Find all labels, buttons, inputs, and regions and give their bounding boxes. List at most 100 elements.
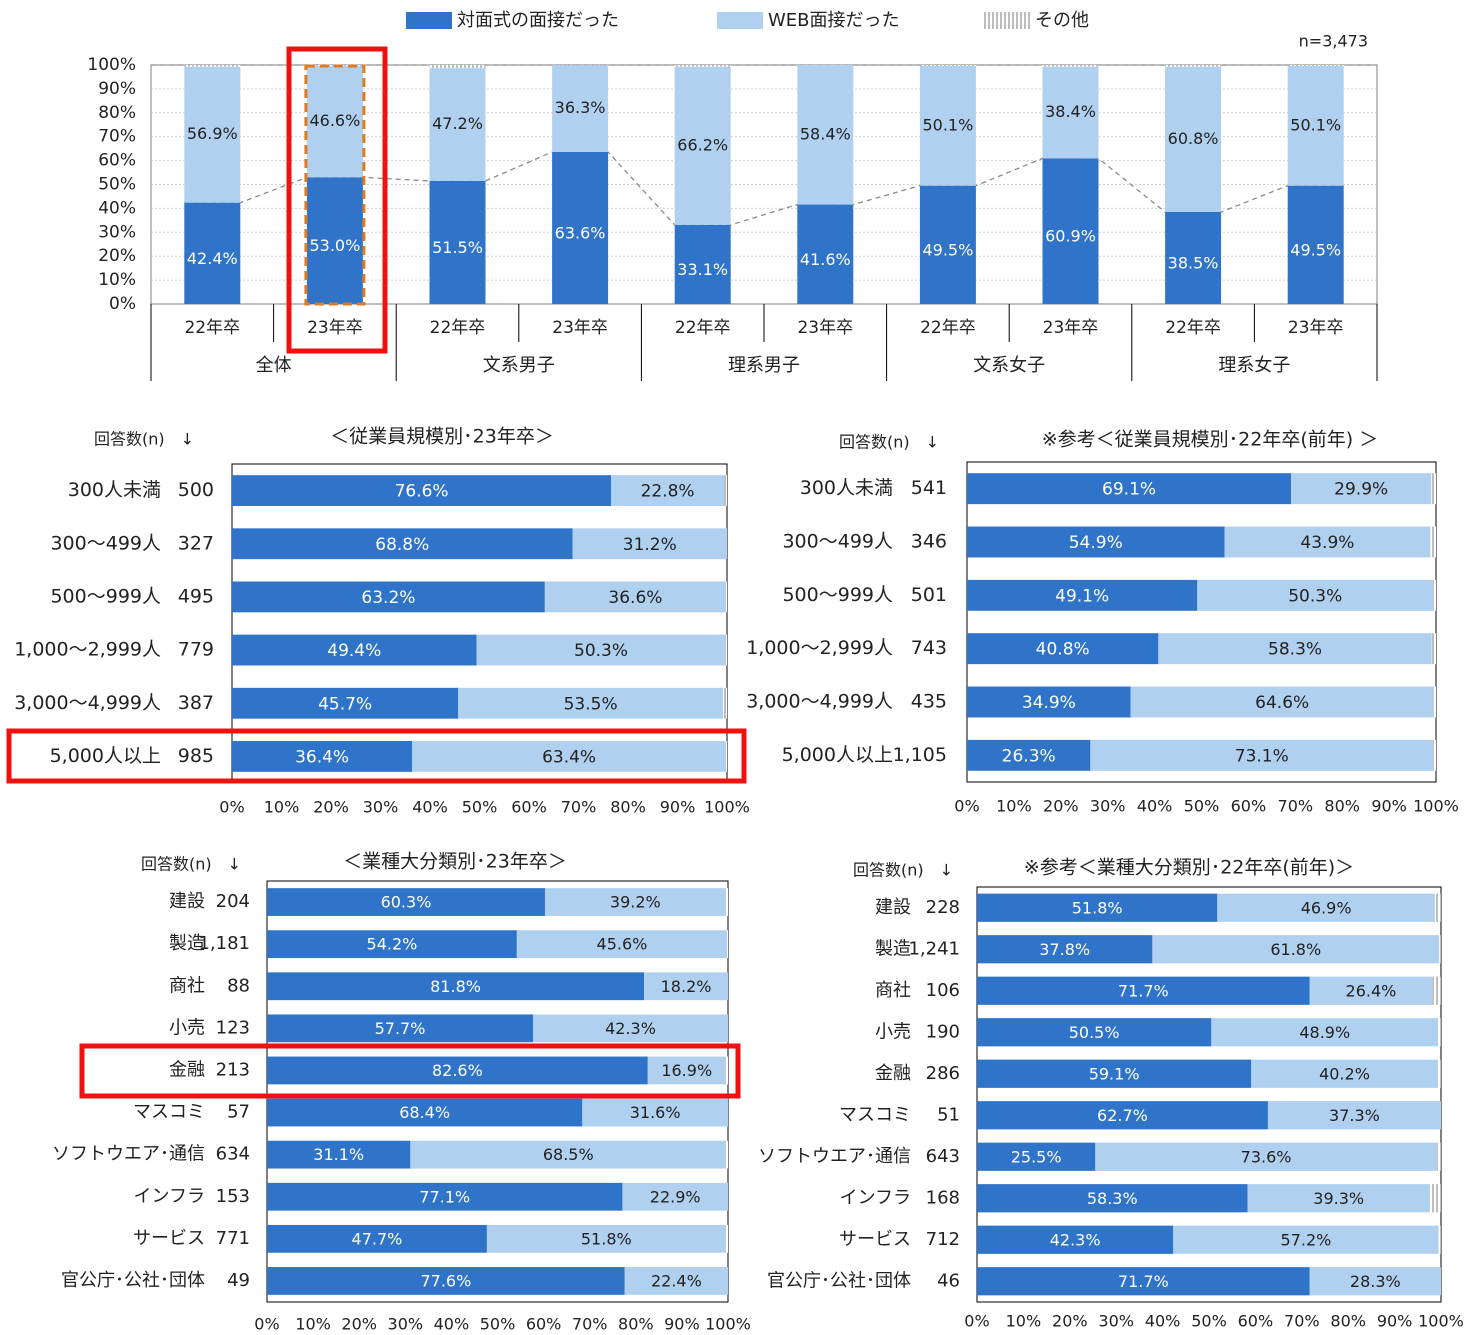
y-tick-label: 0% xyxy=(109,294,136,314)
bar-face xyxy=(977,1059,1252,1088)
bar-web xyxy=(544,888,726,916)
bar-web xyxy=(1291,473,1432,505)
category-label: 3,000～4,999人 xyxy=(14,692,161,714)
bar-web xyxy=(647,1056,726,1085)
category-label: マスコミ xyxy=(133,1102,205,1123)
x-tick-label: 90% xyxy=(664,1315,700,1334)
n-header: 回答数(n) ↓ xyxy=(853,861,953,880)
category-label: 5,000人以上 xyxy=(50,745,161,767)
bar-face xyxy=(1287,185,1344,304)
bar-other xyxy=(1434,893,1441,922)
data-label-web: 66.2% xyxy=(677,135,728,154)
bar-web xyxy=(1158,633,1432,665)
data-label-face: 54.9% xyxy=(1069,533,1123,553)
bar-other xyxy=(1439,935,1441,964)
data-label-face: 59.1% xyxy=(1089,1064,1140,1083)
bar-face xyxy=(267,1014,533,1043)
data-label-web: 64.6% xyxy=(1255,693,1309,713)
bar-other xyxy=(1430,526,1436,558)
highlight-dashed-box xyxy=(304,64,366,306)
bar-face xyxy=(306,177,363,304)
data-label-face: 45.7% xyxy=(318,694,372,714)
x-tick-label: 10% xyxy=(1006,1312,1042,1331)
category-label: 金融 xyxy=(875,1063,911,1084)
bar-face xyxy=(232,687,459,719)
category-label: 金融 xyxy=(169,1059,205,1080)
bar-web xyxy=(429,68,486,181)
data-label-face: 60.9% xyxy=(1045,227,1096,246)
bar-other xyxy=(1042,65,1099,67)
bar-other xyxy=(1165,65,1222,67)
bar-face xyxy=(967,526,1225,558)
category-label: 300～499人 xyxy=(50,532,161,554)
group-label: 文系男子 xyxy=(483,355,555,376)
bar-web xyxy=(1211,1018,1439,1047)
x-tick-label: 30% xyxy=(1098,1312,1134,1331)
data-label-web: 60.8% xyxy=(1168,129,1219,148)
x-tick-label: 50% xyxy=(462,798,498,817)
bar-web xyxy=(532,1014,728,1043)
bar-face xyxy=(977,893,1218,922)
n-value: 213 xyxy=(216,1059,250,1080)
data-label-face: 77.6% xyxy=(420,1271,471,1290)
bar-web xyxy=(1130,686,1434,718)
data-label-face: 37.8% xyxy=(1039,940,1090,959)
data-label-web: 28.3% xyxy=(1350,1272,1401,1291)
y-tick-label: 20% xyxy=(98,246,136,266)
n-value: 49 xyxy=(227,1270,250,1291)
bar-face xyxy=(267,1267,625,1295)
group-label: 文系女子 xyxy=(973,355,1045,376)
x-tick-label: 0% xyxy=(254,1315,279,1334)
n-value: 435 xyxy=(911,691,947,713)
bar-face xyxy=(267,1098,583,1127)
chart-title: ＜従業員規模別･23年卒＞ xyxy=(330,426,554,448)
data-label-face: 40.8% xyxy=(1036,640,1090,660)
category-label: 1,000～2,999人 xyxy=(14,639,161,661)
x-tick-label: 0% xyxy=(964,1312,989,1331)
plot-frame xyxy=(266,880,729,1303)
category-label: ソフトウエア･通信 xyxy=(758,1146,911,1167)
data-label-web: 58.4% xyxy=(800,124,851,143)
n-header: 回答数(n) ↓ xyxy=(839,433,939,452)
n-value: 106 xyxy=(926,980,960,1001)
x-tick-label: 20% xyxy=(1043,797,1079,816)
bar-face xyxy=(967,579,1198,611)
legend-swatch-face xyxy=(406,12,452,29)
data-label-face: 25.5% xyxy=(1011,1147,1062,1166)
bar-other xyxy=(727,930,728,959)
bar-other xyxy=(726,1140,728,1169)
category-label: マスコミ xyxy=(839,1104,911,1125)
bar-web xyxy=(476,634,726,666)
data-label-web: 31.2% xyxy=(623,535,677,555)
x-tick-label: 30% xyxy=(388,1315,424,1334)
x-tick-label: 20% xyxy=(313,798,349,817)
y-tick-label: 100% xyxy=(87,55,136,75)
data-label-face: 41.6% xyxy=(800,250,851,269)
bar-face xyxy=(1042,158,1099,304)
n-value: 168 xyxy=(926,1187,960,1208)
n-value: 286 xyxy=(926,1063,960,1084)
group-label: 理系女子 xyxy=(1218,355,1290,376)
bar-face xyxy=(967,739,1091,771)
chart-title: ※参考＜業種大分類別･22年卒(前年)＞ xyxy=(1024,857,1354,879)
y-tick-label: 90% xyxy=(98,79,136,99)
group-label: 全体 xyxy=(256,355,292,376)
data-label-web: 31.6% xyxy=(630,1103,681,1122)
data-label-face: 57.7% xyxy=(375,1019,426,1038)
category-label: 製造 xyxy=(875,938,911,959)
n-value: 153 xyxy=(216,1186,250,1207)
bar-other xyxy=(726,740,727,772)
y-tick-label: 60% xyxy=(98,151,136,171)
highlight-box xyxy=(286,46,388,354)
bar-face xyxy=(232,475,612,507)
n-value: 985 xyxy=(178,745,214,767)
data-label-face: 49.5% xyxy=(1290,240,1341,259)
data-label-face: 68.4% xyxy=(399,1103,450,1122)
category-label: 商社 xyxy=(169,975,205,996)
bar-other xyxy=(1433,739,1436,771)
category-label: サービス xyxy=(133,1228,205,1249)
x-tick-label: 22年卒 xyxy=(1165,318,1221,338)
data-label-web: 47.2% xyxy=(432,114,483,133)
bar-face xyxy=(267,888,545,916)
bar-face xyxy=(267,1224,487,1253)
